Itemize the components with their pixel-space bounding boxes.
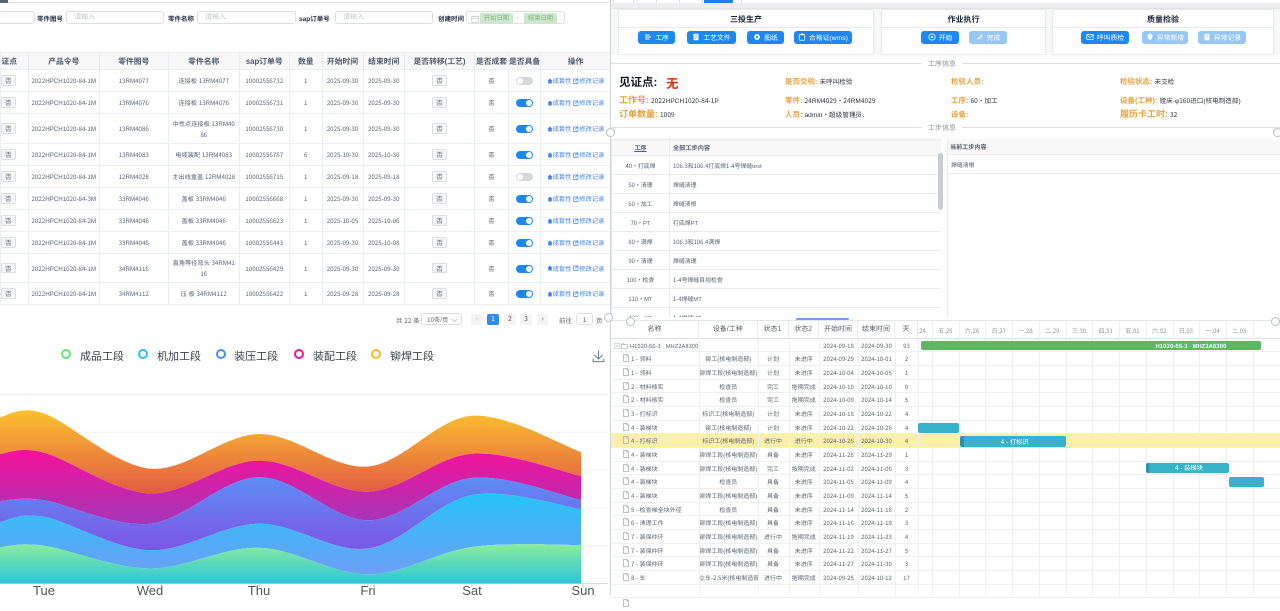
svg-text:Wed: Wed — [137, 583, 164, 595]
svg-text:Fri: Fri — [360, 583, 375, 595]
svg-text:Thu: Thu — [248, 583, 270, 595]
svg-text:Sun: Sun — [571, 583, 594, 595]
svg-text:Sat: Sat — [462, 583, 482, 595]
svg-text:Tue: Tue — [33, 583, 55, 595]
